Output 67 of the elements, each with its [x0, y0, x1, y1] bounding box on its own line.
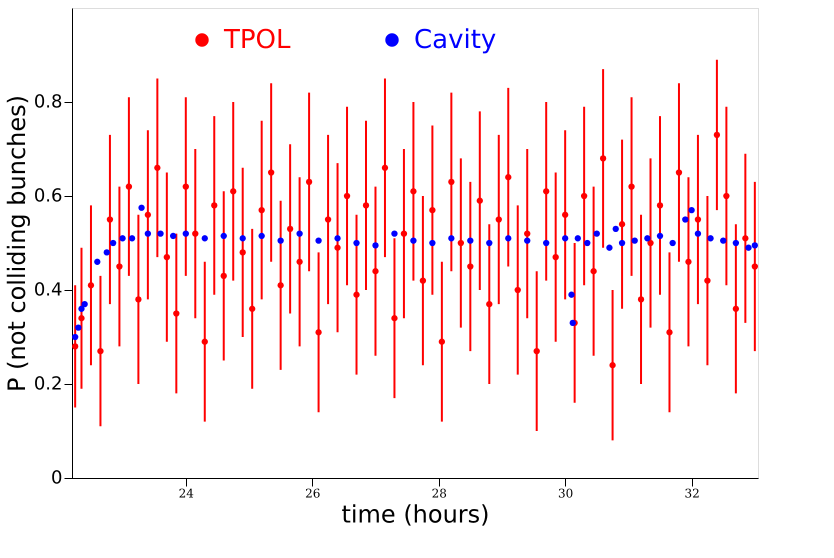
point — [353, 240, 360, 246]
point — [220, 232, 227, 240]
point — [258, 232, 265, 240]
x-tick-label: 26 — [305, 486, 320, 500]
point — [467, 237, 474, 244]
point — [182, 230, 189, 237]
point — [606, 244, 613, 251]
point — [240, 235, 246, 242]
point — [682, 216, 688, 223]
y-tick-label: 0.8 — [34, 92, 62, 112]
point — [752, 242, 758, 249]
point — [170, 232, 176, 240]
point — [562, 235, 568, 242]
point — [720, 237, 726, 244]
point — [78, 306, 85, 312]
point — [94, 258, 100, 265]
y-tick-label: 0.2 — [34, 374, 62, 394]
point — [543, 240, 550, 246]
point — [688, 206, 695, 214]
y-axis-title: P (not colliding bunches) — [2, 95, 31, 392]
point — [694, 230, 702, 237]
point — [81, 300, 88, 308]
point — [707, 235, 714, 242]
point — [524, 237, 530, 244]
point — [612, 226, 619, 232]
point — [584, 240, 590, 246]
point — [448, 235, 455, 242]
point — [644, 235, 651, 242]
point — [505, 235, 512, 242]
legend-label: Cavity — [414, 25, 496, 55]
point — [334, 235, 341, 242]
point — [202, 235, 208, 242]
point — [75, 324, 82, 331]
point — [732, 240, 740, 246]
point — [618, 240, 626, 246]
x-tick-label: 32 — [684, 486, 700, 500]
point — [296, 230, 303, 237]
point — [104, 249, 110, 256]
point — [138, 204, 145, 211]
point — [656, 232, 664, 240]
point — [277, 237, 284, 244]
point — [391, 230, 398, 237]
point — [372, 242, 379, 249]
point — [119, 235, 126, 242]
point — [157, 230, 164, 237]
point — [594, 230, 600, 237]
point — [568, 292, 575, 298]
point — [72, 334, 78, 340]
legend-label: TPOL — [223, 25, 292, 55]
x-tick-label: 28 — [432, 486, 447, 500]
point — [745, 244, 752, 251]
point — [144, 230, 152, 237]
point — [315, 237, 322, 244]
point — [669, 240, 676, 246]
point — [410, 237, 417, 244]
x-tick-label: 24 — [178, 486, 194, 500]
point — [574, 235, 581, 242]
point — [110, 240, 116, 246]
y-tick-label: 0.4 — [34, 280, 62, 300]
point — [429, 240, 436, 246]
point — [632, 237, 638, 244]
x-axis-title: time (hours) — [341, 500, 490, 528]
y-tick-label: 0 — [51, 468, 62, 488]
x-tick-label: 30 — [558, 486, 574, 500]
point — [486, 240, 492, 246]
y-tick-label: 0.6 — [34, 186, 62, 206]
point — [128, 235, 136, 242]
